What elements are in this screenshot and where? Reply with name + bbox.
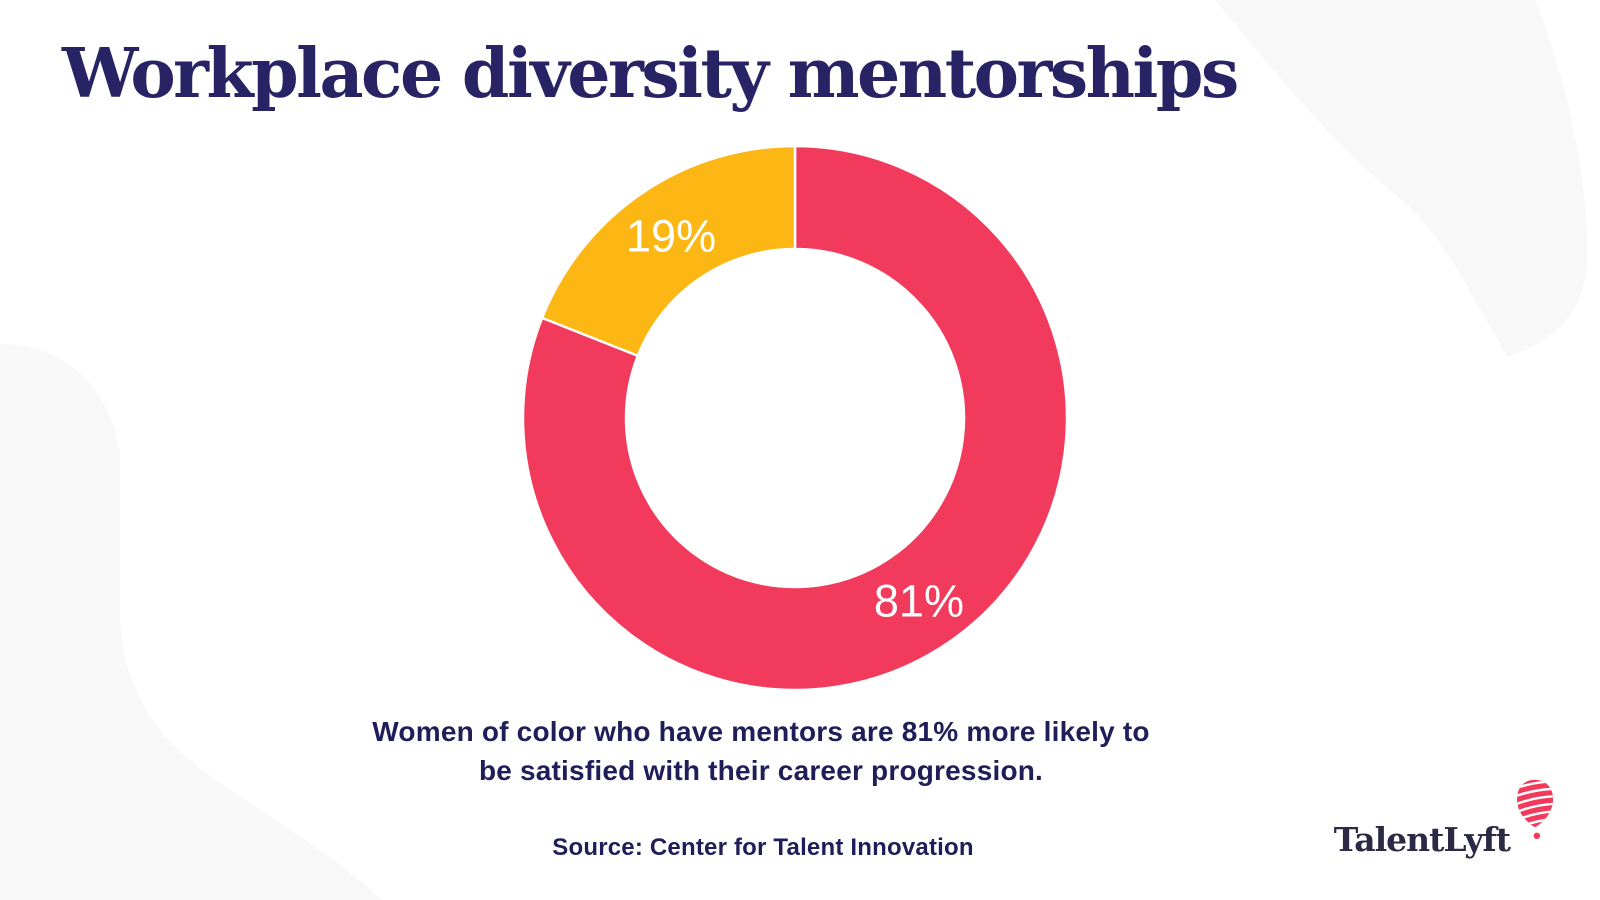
donut-label-19: 19%	[626, 211, 716, 262]
page-title: Workplace diversity mentorships	[62, 34, 1239, 114]
blob-bottom-left	[0, 344, 382, 900]
brand-name: TalentLyft	[1333, 820, 1511, 859]
donut-chart: 81% 19%	[521, 144, 1069, 692]
caption-line-1: Women of color who have mentors are 81% …	[372, 716, 1150, 747]
talentlyft-logo: TalentLyft	[1334, 778, 1554, 856]
balloon-logo-icon	[1516, 779, 1554, 840]
source-note: Source: Center for Talent Innovation	[552, 834, 974, 861]
balloon-basket-dot	[1533, 832, 1541, 840]
caption-line-2: be satisfied with their career progressi…	[478, 755, 1044, 786]
donut-label-81: 81%	[874, 575, 964, 626]
chart-caption: Women of color who have mentors are 81% …	[0, 712, 1522, 790]
donut-slice-81	[521, 144, 1069, 692]
blob-top-right	[1215, 0, 1588, 357]
donut-slice-19	[540, 144, 797, 358]
